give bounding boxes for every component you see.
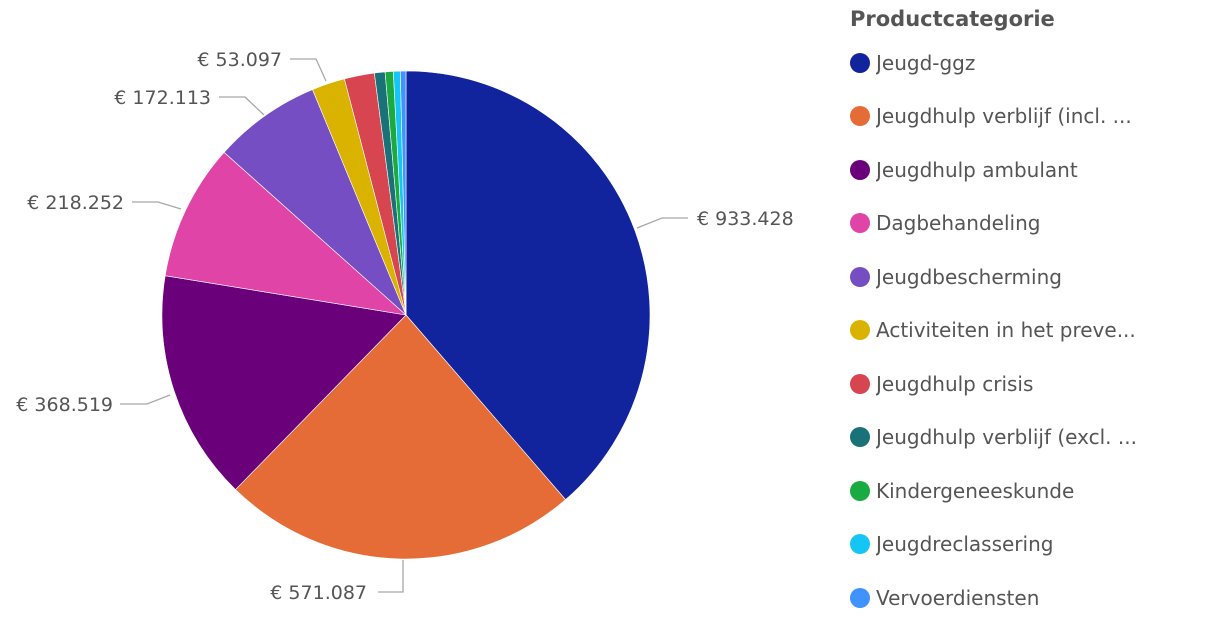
legend-item-5[interactable]: Jeugdbescherming [850, 250, 1208, 304]
legend-item-8[interactable]: Jeugdhulp verblijf (excl. ... [850, 411, 1208, 465]
pie-slice-3[interactable] [161, 275, 407, 490]
leader-line-5 [219, 96, 265, 116]
legend-marker [850, 320, 870, 341]
pie-slice-2[interactable] [235, 314, 566, 560]
legend-item-10[interactable]: Jeugdreclassering [850, 518, 1208, 572]
legend-marker [850, 480, 870, 501]
data-labels: € 933.428 € 571.087 € 368.519 € 218.252 € 17… [16, 49, 793, 604]
legend-item-9[interactable]: Kindergeneeskunde [850, 464, 1208, 518]
legend-marker [850, 213, 870, 234]
pie-slice-11[interactable] [399, 70, 407, 316]
legend-marker [850, 587, 870, 608]
legend-marker [850, 159, 870, 180]
legend-title: Productcategorie [850, 7, 1055, 31]
legend-label: Jeugdhulp ambulant [876, 157, 1078, 182]
legend-marker [850, 52, 870, 73]
pie-slice-5[interactable] [223, 89, 407, 316]
legend-items: Jeugd-ggz Jeugdhulp verblijf (incl. ... Je… [850, 36, 1208, 625]
legend-label: Jeugdbescherming [876, 264, 1062, 289]
legend-label: Jeugdreclassering [876, 532, 1054, 557]
legend-marker [850, 534, 870, 555]
legend-marker [850, 427, 870, 448]
leader-lines [120, 58, 688, 593]
data-label-1: € 933.428 [697, 208, 794, 230]
legend-item-6[interactable]: Activiteiten in het preve... [850, 304, 1208, 358]
data-label-4: € 218.252 [27, 192, 124, 214]
legend: Productcategorie Jeugd-ggz Jeugdhulp verb… [850, 4, 1208, 625]
pie-slices [161, 70, 651, 560]
leader-line-4 [132, 201, 182, 210]
legend-label: Activiteiten in het preve... [876, 318, 1136, 343]
legend-label: Vervoerdiensten [876, 585, 1040, 610]
legend-item-7[interactable]: Jeugdhulp crisis [850, 357, 1208, 411]
data-label-5: € 172.113 [114, 87, 211, 109]
leader-line-6 [290, 58, 327, 82]
legend-label: Dagbehandeling [876, 211, 1041, 236]
data-label-2: € 571.087 [270, 582, 367, 604]
leader-line-3 [120, 394, 171, 405]
legend-marker [850, 106, 870, 127]
legend-marker [850, 266, 870, 287]
legend-label: Jeugdhulp verblijf (incl. ... [876, 104, 1132, 129]
leader-line-1 [636, 217, 688, 229]
data-label-6: € 53.097 [197, 49, 282, 71]
pie-chart: € 933.428 € 571.087 € 368.519 € 218.252 € 17… [16, 49, 793, 604]
legend-label: Jeugdhulp verblijf (excl. ... [876, 425, 1137, 450]
legend-item-2[interactable]: Jeugdhulp verblijf (incl. ... [850, 90, 1208, 144]
data-label-3: € 368.519 [16, 394, 113, 416]
legend-marker [850, 373, 870, 394]
leader-line-2 [378, 560, 404, 593]
legend-item-4[interactable]: Dagbehandeling [850, 197, 1208, 251]
legend-item-1[interactable]: Jeugd-ggz [850, 36, 1208, 90]
legend-item-3[interactable]: Jeugdhulp ambulant [850, 143, 1208, 197]
pie-slice-1[interactable] [405, 70, 651, 501]
legend-label: Kindergeneeskunde [876, 478, 1075, 503]
legend-item-11[interactable]: Vervoerdiensten [850, 571, 1208, 625]
pie-slice-4[interactable] [164, 151, 407, 316]
legend-label: Jeugd-ggz [876, 50, 976, 75]
legend-label: Jeugdhulp crisis [876, 371, 1034, 396]
